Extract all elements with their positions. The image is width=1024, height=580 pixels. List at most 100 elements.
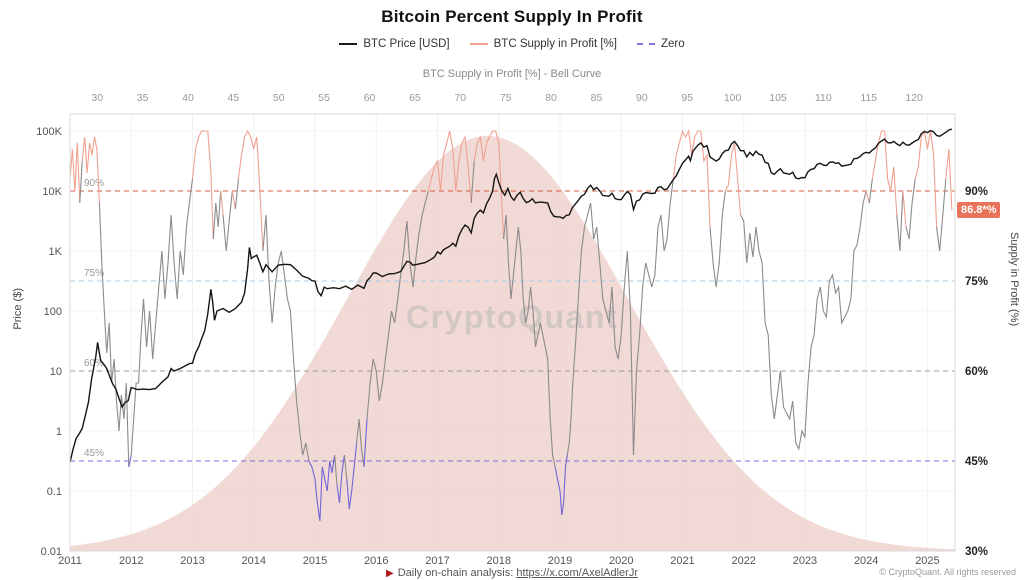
supply-in-profit-line	[470, 160, 475, 204]
supply-in-profit-line	[220, 190, 224, 216]
left-axis-title: Price ($)	[12, 288, 24, 330]
legend-label: BTC Supply in Profit [%]	[493, 38, 617, 50]
supply-tick-label: 60%	[965, 366, 988, 378]
bell-tick-label: 50	[273, 92, 285, 104]
legend-label: BTC Price [USD]	[363, 38, 450, 50]
year-tick-label: 2016	[364, 555, 388, 567]
year-tick-label: 2013	[180, 555, 204, 567]
legend-swatch-line	[469, 43, 488, 45]
year-tick-label: 2018	[486, 555, 510, 567]
supply-in-profit-line	[262, 214, 310, 462]
supply-in-profit-line	[914, 129, 938, 228]
supply-in-profit-line	[566, 178, 674, 456]
price-tick-label: 0.1	[47, 486, 62, 498]
price-tick-label: 10	[50, 366, 62, 378]
bell-tick-label: 30	[91, 92, 103, 104]
year-tick-label: 2020	[609, 555, 633, 567]
bell-tick-label: 120	[905, 92, 923, 104]
year-tick-label: 2022	[731, 555, 755, 567]
year-tick-label: 2015	[303, 555, 327, 567]
price-tick-label: 1	[56, 426, 62, 438]
copyright: © CryptoQuant. All rights reserved	[879, 567, 1016, 577]
supply-in-profit-line	[672, 129, 711, 228]
right-axis-title: Supply in Profit (%)	[1008, 232, 1020, 327]
supply-in-profit-line	[343, 454, 348, 480]
price-tick-label: 100	[44, 306, 62, 318]
bell-tick-label: 55	[318, 92, 330, 104]
supply-in-profit-line	[356, 418, 365, 468]
supply-in-profit-line	[902, 190, 907, 228]
bell-tick-label: 115	[860, 92, 877, 104]
footer-link[interactable]: https://x.com/AxelAdlerJr	[516, 567, 638, 579]
supply-tick-label: 90%	[965, 186, 988, 198]
supply-tick-label: 30%	[965, 546, 988, 558]
bell-tick-label: 75	[500, 92, 512, 104]
supply-in-profit-line	[234, 178, 239, 210]
supply-in-profit-line	[237, 129, 264, 252]
bell-tick-label: 70	[454, 92, 466, 104]
bell-tick-label: 105	[769, 92, 787, 104]
supply-in-profit-line	[503, 214, 556, 468]
bell-tick-label: 35	[137, 92, 149, 104]
legend-item: Zero	[636, 38, 685, 50]
bell-tick-label: 100	[724, 92, 742, 104]
year-tick-label: 2014	[241, 555, 265, 567]
supply-in-profit-line	[191, 130, 214, 240]
supply-in-profit-line	[130, 178, 194, 456]
supply-in-profit-line	[336, 454, 345, 504]
chart-title: Bitcoin Percent Supply In Profit	[381, 7, 643, 26]
price-tick-label: 1K	[49, 246, 63, 258]
supply-in-profit-line	[366, 190, 429, 420]
year-tick-label: 2025	[915, 555, 939, 567]
bell-tick-label: 40	[182, 92, 194, 104]
year-tick-label: 2023	[793, 555, 817, 567]
price-tick-label: 10K	[42, 186, 62, 198]
year-tick-label: 2019	[548, 555, 572, 567]
legend-item: BTC Price [USD]	[339, 38, 450, 50]
ref-line-inner-label: 45%	[84, 448, 104, 459]
supply-in-profit-line	[896, 190, 904, 252]
supply-in-profit-line	[308, 454, 336, 522]
btc-price-line	[69, 128, 953, 463]
supply-in-profit-line	[98, 202, 130, 468]
supply-in-profit-line	[905, 178, 916, 240]
watermark: CryptoQuant	[406, 299, 618, 335]
supply-in-profit-line	[868, 178, 873, 204]
ref-line-inner-label: 75%	[84, 268, 104, 279]
supply-in-profit-line	[363, 418, 368, 468]
supply-in-profit-line	[709, 190, 726, 288]
supply-in-profit-line	[871, 130, 898, 216]
legend-swatch-dashed-line	[636, 43, 655, 45]
bell-tick-label: 95	[681, 92, 693, 104]
supply-in-profit-line	[740, 190, 867, 451]
bell-tick-label: 110	[815, 92, 832, 104]
bell-curve-area	[70, 136, 955, 551]
supply-in-profit-line	[69, 142, 81, 204]
bell-tick-label: 90	[636, 92, 648, 104]
year-tick-label: 2011	[58, 555, 82, 567]
supply-in-profit-line	[936, 178, 947, 252]
legend-label: Zero	[660, 38, 685, 50]
supply-in-profit-line	[128, 454, 132, 468]
supply-in-profit-line	[473, 130, 505, 240]
bell-tick-label: 85	[591, 92, 603, 104]
legend: BTC Price [USD] BTC Supply in Profit [%] Z…	[0, 38, 1024, 50]
footer-note: Daily on-chain analysis:	[397, 567, 514, 579]
year-tick-label: 2017	[425, 555, 449, 567]
current-value-badge: 86.8*%	[957, 202, 1001, 219]
supply-in-profit-line	[212, 190, 222, 240]
year-tick-label: 2024	[854, 555, 878, 567]
bell-tick-label: 65	[409, 92, 421, 104]
year-tick-label: 2012	[119, 555, 143, 567]
legend-swatch-line	[339, 43, 358, 45]
footer: ▶ Daily on-chain analysis: https://x.com/…	[0, 567, 1024, 579]
top-axis-title: BTC Supply in Profit [%] - Bell Curve	[422, 68, 602, 80]
legend-item: BTC Supply in Profit [%]	[469, 38, 617, 50]
supply-in-profit-line	[346, 442, 358, 510]
supply-in-profit-line	[231, 190, 236, 210]
bell-tick-label: 60	[364, 92, 376, 104]
supply-tick-label: 75%	[965, 276, 988, 288]
price-tick-label: 0.01	[41, 546, 62, 558]
